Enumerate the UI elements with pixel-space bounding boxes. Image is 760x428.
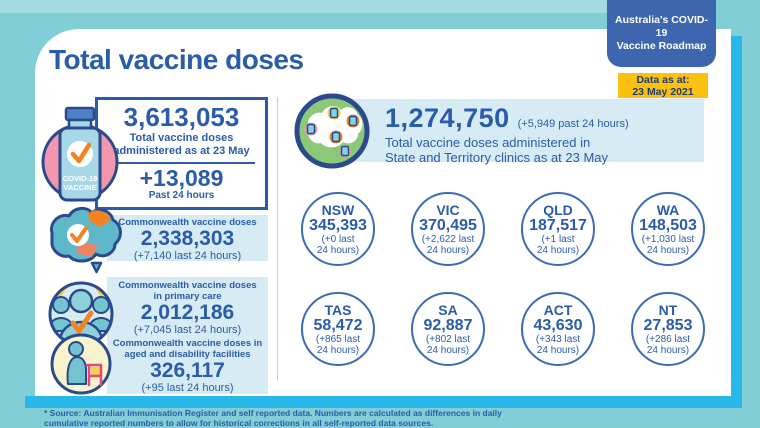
australia-map-check-icon bbox=[50, 207, 122, 274]
national-total-number: 3,613,053 bbox=[123, 102, 240, 132]
primary-care-number: 2,012,186 bbox=[140, 301, 235, 324]
commonwealth-doses-label: Commonwealth vaccine doses bbox=[118, 217, 257, 228]
commonwealth-doses-delta: (+7,140 last 24 hours) bbox=[133, 250, 242, 262]
roadmap-badge: Australia's COVID-19 Vaccine Roadmap bbox=[607, 0, 716, 67]
aged-care-number: 326,117 bbox=[150, 359, 225, 382]
state-circle-vic: VIC 370,495 (+2,622 last 24 hours) bbox=[411, 192, 485, 266]
aged-care-label: Commonwealth vaccine doses in aged and d… bbox=[112, 338, 263, 360]
svg-text:COVID-19: COVID-19 bbox=[63, 174, 98, 183]
commonwealth-care-panel: Commonwealth vaccine doses in primary ca… bbox=[107, 277, 268, 394]
svg-text:VACCINE: VACCINE bbox=[63, 183, 96, 192]
person-with-walker-icon bbox=[50, 333, 112, 395]
roadmap-badge-line2: Vaccine Roadmap bbox=[616, 40, 707, 52]
primary-care-delta: (+7,045 last 24 hours) bbox=[133, 324, 242, 336]
right-accent-stripe bbox=[731, 36, 742, 408]
australia-clinics-globe-icon bbox=[294, 93, 370, 169]
state-circle-sa: SA 92,887 (+802 last 24 hours) bbox=[411, 292, 485, 366]
data-as-at-label: Data as at: bbox=[636, 74, 690, 86]
state-clinics-banner: 1,274,750 (+5,949 past 24 hours) Total v… bbox=[352, 99, 704, 165]
people-group-check-icon bbox=[48, 281, 114, 347]
national-delta-number: +13,089 bbox=[139, 165, 224, 191]
state-clinics-number: 1,274,750 bbox=[385, 103, 510, 133]
source-footnote: * Source: Australian Immunisation Regist… bbox=[44, 408, 502, 428]
state-circle-tas: TAS 58,472 (+865 last 24 hours) bbox=[301, 292, 375, 366]
commonwealth-doses-panel: Commonwealth vaccine doses 2,338,303 (+7… bbox=[107, 215, 268, 262]
national-delta-label: Past 24 hours bbox=[148, 190, 215, 201]
national-total-label: Total vaccine doses administered as at 2… bbox=[113, 132, 250, 157]
clinic-vial-markers bbox=[304, 106, 360, 157]
roadmap-badge-line1: Australia's COVID-19 bbox=[615, 14, 708, 39]
national-total-box: 3,613,053 Total vaccine doses administer… bbox=[95, 97, 268, 210]
covid-vaccine-vial-icon: COVID-19 VACCINE bbox=[41, 106, 119, 202]
state-circle-wa: WA 148,503 (+1,030 last 24 hours) bbox=[631, 192, 705, 266]
data-as-at-date: 23 May 2021 bbox=[632, 86, 694, 98]
top-accent-band bbox=[0, 0, 607, 13]
page-title: Total vaccine doses bbox=[49, 44, 304, 75]
state-clinics-label: Total vaccine doses administered in Stat… bbox=[385, 135, 609, 165]
aged-care-delta: (+95 last 24 hours) bbox=[141, 382, 234, 394]
commonwealth-doses-number: 2,338,303 bbox=[140, 227, 235, 250]
state-circle-nt: NT 27,853 (+286 last 24 hours) bbox=[631, 292, 705, 366]
state-circle-qld: QLD 187,517 (+1 last 24 hours) bbox=[521, 192, 595, 266]
bottom-accent-bar bbox=[25, 396, 742, 408]
state-clinics-delta: (+5,949 past 24 hours) bbox=[517, 118, 629, 130]
state-circle-act: ACT 43,630 (+343 last 24 hours) bbox=[521, 292, 595, 366]
primary-care-label: Commonwealth vaccine doses in primary ca… bbox=[118, 280, 257, 302]
states-grid: NSW 345,393 (+0 last 24 hours) VIC 370,49… bbox=[301, 192, 705, 366]
state-circle-nsw: NSW 345,393 (+0 last 24 hours) bbox=[301, 192, 375, 266]
data-as-at-badge: Data as at: 23 May 2021 bbox=[618, 73, 708, 98]
total-box-divider bbox=[108, 162, 255, 164]
column-divider bbox=[277, 97, 278, 380]
